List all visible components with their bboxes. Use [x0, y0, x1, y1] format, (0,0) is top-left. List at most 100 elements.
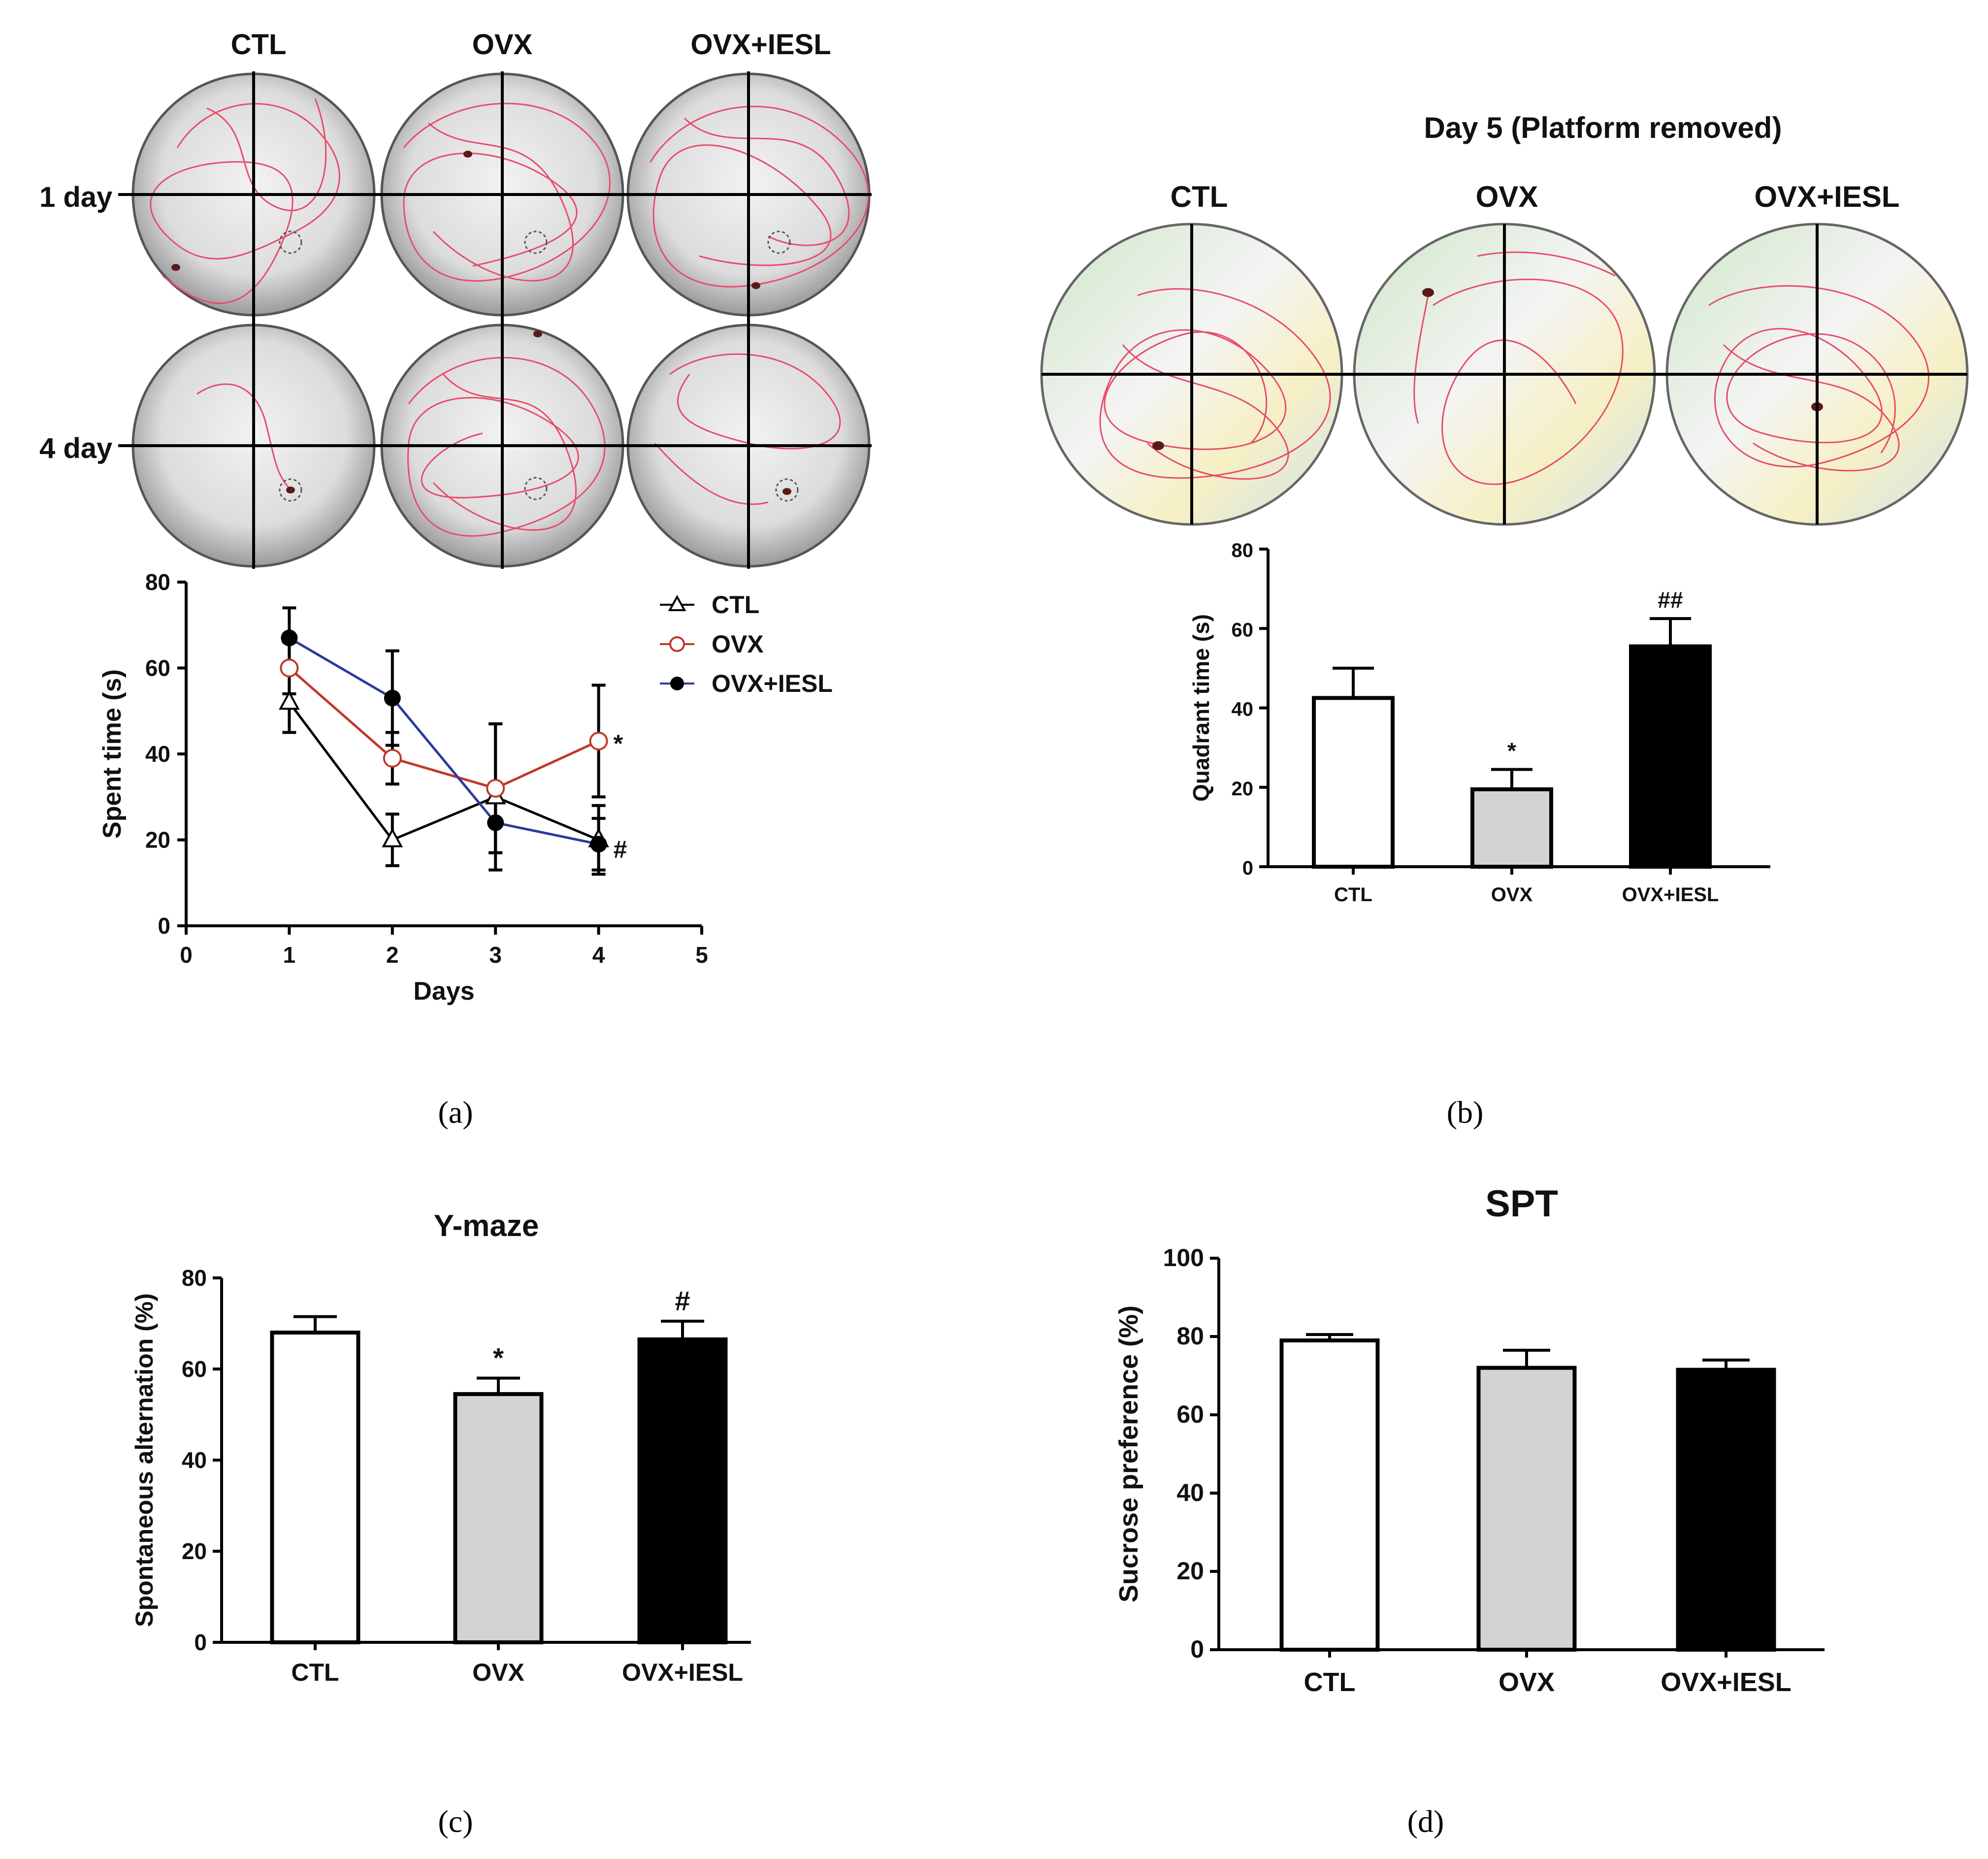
significance-mark: ##: [1658, 587, 1683, 613]
panel-b-header-iesl: OVX+IESL: [1754, 180, 1899, 213]
y-tick-label: 40: [1176, 1479, 1204, 1506]
y-axis-label: Quadrant time (s): [1188, 614, 1214, 802]
y-axis-label: Spontaneous alternation (%): [130, 1293, 158, 1627]
x-tick-label: 5: [695, 942, 708, 968]
panel-b-label: (b): [1447, 1095, 1484, 1130]
y-tick-label: 20: [1176, 1557, 1204, 1585]
data-point-ovx: [383, 749, 402, 768]
bar-ovx-iesl: [637, 1337, 728, 1644]
significance-mark: *: [1507, 738, 1516, 763]
y-tick-label: 0: [1242, 857, 1253, 879]
y-tick-label: 40: [182, 1447, 207, 1473]
panel-c: Y-maze 0 20 40 60 80 Spontaneous alternation (…: [130, 1209, 751, 1839]
maze-images-panel-b: [1040, 223, 1969, 526]
x-tick-label: OVX+IESL: [1622, 884, 1719, 906]
panel-b-header-ovx: OVX: [1476, 180, 1538, 213]
bar-ovx: [1476, 1366, 1577, 1652]
x-tick-label: CTL: [1334, 884, 1372, 906]
bar-ovx: [453, 1392, 544, 1644]
data-point-ovx-iesl: [590, 836, 607, 853]
legend: CTL OVX OVX+IESL: [660, 591, 833, 697]
data-point-ovx-iesl: [384, 689, 401, 707]
x-tick-label: 0: [180, 942, 193, 968]
panel-b-header-ctl: CTL: [1171, 180, 1228, 213]
chart-b-bar: 0 20 40 60 80 Quadrant time (s) CTL OVX * OVX+IES…: [1188, 540, 1770, 906]
y-tick-label: 60: [1232, 619, 1254, 641]
data-point-ovx-iesl: [487, 814, 504, 831]
chart-d-bar: SPT 0 20 40 60 80 100 Sucrose preference (%) CTL…: [1114, 1183, 1825, 1697]
significance-mark: #: [614, 836, 627, 863]
significance-mark: *: [493, 1342, 504, 1373]
bar-ovx-iesl: [1676, 1368, 1776, 1652]
significance-mark: *: [614, 730, 623, 757]
legend-label: OVX+IESL: [712, 670, 833, 697]
y-tick-label: 0: [194, 1630, 207, 1655]
maze-images-panel-a: [118, 71, 872, 569]
chart-title: Y-maze: [434, 1209, 539, 1243]
legend-label: CTL: [712, 591, 759, 619]
chart-a-line: 0 1 2 3 4 5 0 20 40 60 80 Days Spent time (s) * # CTL OV…: [98, 569, 833, 1006]
significance-mark: #: [675, 1285, 690, 1316]
y-tick-label: 80: [182, 1265, 207, 1291]
series-line-ctl: [288, 701, 599, 842]
data-point-ovx: [280, 658, 299, 678]
x-tick-label: CTL: [291, 1659, 339, 1686]
y-tick-label: 20: [182, 1538, 207, 1564]
bar-ovx-iesl: [1629, 644, 1712, 869]
series-line-ovx-iesl: [289, 637, 599, 846]
panel-a-label: (a): [438, 1095, 473, 1130]
panel-d-label: (d): [1407, 1804, 1444, 1839]
y-tick-label: 40: [145, 741, 170, 767]
bar-ctl: [1312, 696, 1395, 869]
panel-b: Day 5 (Platform removed) CTL OVX OVX+IES…: [1040, 111, 1969, 1130]
panel-d: SPT 0 20 40 60 80 100 Sucrose preference (%) CTL…: [1114, 1183, 1825, 1839]
y-tick-label: 60: [1176, 1401, 1204, 1428]
y-tick-label: 60: [182, 1356, 207, 1382]
x-tick-label: OVX: [472, 1659, 524, 1686]
y-tick-label: 20: [145, 827, 170, 853]
chart-title: SPT: [1485, 1183, 1558, 1225]
legend-marker: [668, 594, 686, 611]
legend-label: OVX: [712, 630, 764, 658]
x-axis-label: Days: [413, 977, 474, 1006]
y-axis-label: Sucrose preference (%): [1114, 1305, 1143, 1602]
y-tick-label: 80: [1176, 1322, 1204, 1350]
data-point-ovx-iesl: [281, 629, 298, 647]
data-point-ctl: [279, 690, 300, 710]
panel-a-row-label-day1: 1 day: [39, 181, 112, 213]
y-tick-label: 80: [145, 569, 170, 595]
x-tick-label: OVX+IESL: [622, 1659, 743, 1686]
bar-ctl: [270, 1331, 360, 1644]
x-tick-label: 4: [592, 942, 605, 968]
y-tick-label: 0: [1190, 1635, 1204, 1663]
panel-c-label: (c): [438, 1804, 473, 1839]
y-tick-label: 80: [1232, 540, 1254, 561]
data-point-ovx: [589, 731, 608, 750]
x-tick-label: 3: [489, 942, 502, 968]
series-line-ovx: [288, 667, 599, 790]
chart-c-bar: Y-maze 0 20 40 60 80 Spontaneous alternation (…: [130, 1209, 751, 1686]
x-tick-label: OVX: [1491, 884, 1533, 906]
panel-a-header-iesl: OVX+IESL: [690, 29, 831, 61]
x-tick-label: 1: [283, 942, 296, 968]
y-tick-label: 0: [158, 913, 170, 939]
y-tick-label: 20: [1232, 778, 1254, 800]
y-tick-label: 100: [1163, 1244, 1204, 1272]
data-point-ovx: [486, 779, 505, 798]
panel-a-header-ovx: OVX: [472, 29, 533, 61]
panel-a: CTL OVX OVX+IESL 1 day 4 day: [39, 29, 872, 1130]
x-tick-label: 2: [386, 942, 399, 968]
data-point-ctl: [382, 828, 403, 848]
x-tick-label: CTL: [1304, 1667, 1356, 1697]
panel-b-title: Day 5 (Platform removed): [1424, 111, 1782, 144]
y-tick-label: 40: [1232, 699, 1254, 720]
legend-marker: [670, 677, 684, 690]
x-tick-label: OVX+IESL: [1661, 1667, 1792, 1697]
bar-ovx: [1470, 787, 1553, 869]
y-tick-label: 60: [145, 655, 170, 681]
legend-marker: [669, 636, 685, 652]
bar-ctl: [1279, 1338, 1380, 1652]
panel-a-header-ctl: CTL: [231, 29, 287, 61]
panel-a-row-label-day4: 4 day: [39, 432, 112, 464]
